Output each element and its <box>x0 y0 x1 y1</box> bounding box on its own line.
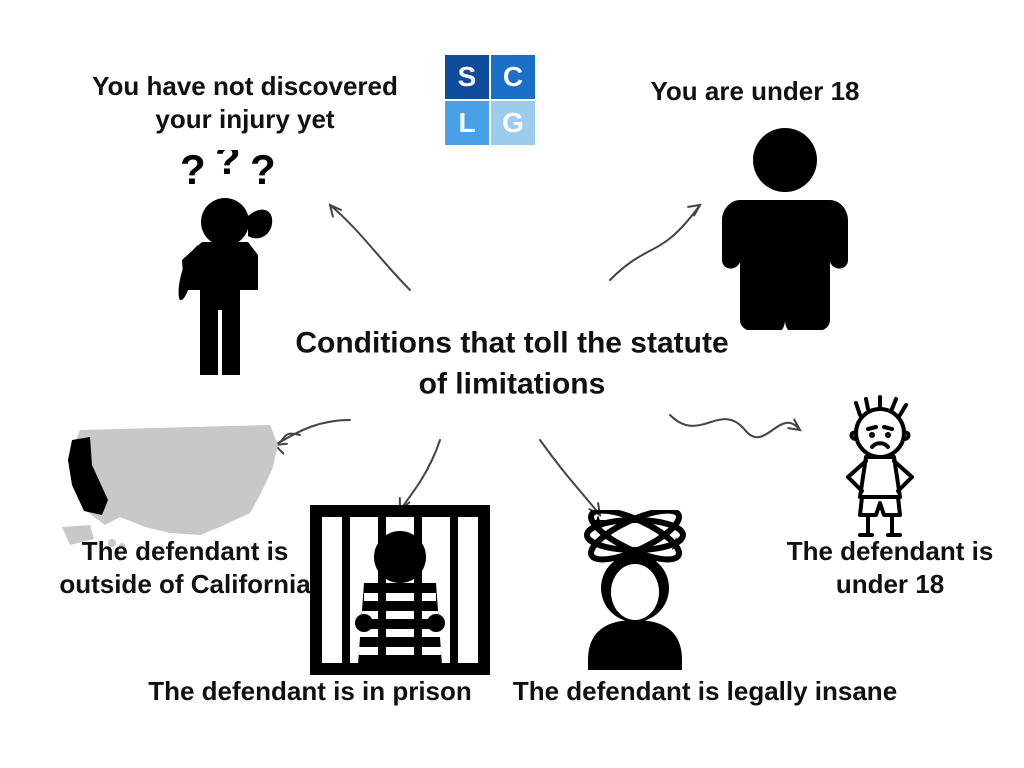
dizzy-head-icon: ★ ★ <box>560 510 710 670</box>
label-def-under18: The defendant isunder 18 <box>775 535 1005 600</box>
label-under18-you: You are under 18 <box>605 75 905 108</box>
svg-text:★: ★ <box>590 512 606 532</box>
us-map-icon <box>50 415 290 555</box>
svg-text:★: ★ <box>668 534 684 554</box>
label-injury: You have not discoveredyour injury yet <box>80 70 410 135</box>
prison-bars-icon <box>310 505 490 675</box>
label-prison: The defendant is in prison <box>130 675 490 708</box>
logo-cell-g: G <box>491 101 535 145</box>
svg-text:?: ? <box>250 150 276 193</box>
center-title: Conditions that toll the statute of limi… <box>292 323 732 404</box>
logo-cell-c: C <box>491 55 535 99</box>
svg-text:?: ? <box>215 150 241 183</box>
sclg-logo: S C L G <box>445 55 535 145</box>
confused-person-icon: ? ? ? <box>140 150 320 380</box>
label-insane: The defendant is legally insane <box>500 675 910 708</box>
logo-cell-s: S <box>445 55 489 99</box>
person-silhouette-icon <box>700 120 870 330</box>
logo-cell-l: L <box>445 101 489 145</box>
svg-text:?: ? <box>180 150 206 193</box>
child-sketch-icon <box>810 395 950 545</box>
label-outside-ca: The defendant isoutside of California <box>55 535 315 600</box>
